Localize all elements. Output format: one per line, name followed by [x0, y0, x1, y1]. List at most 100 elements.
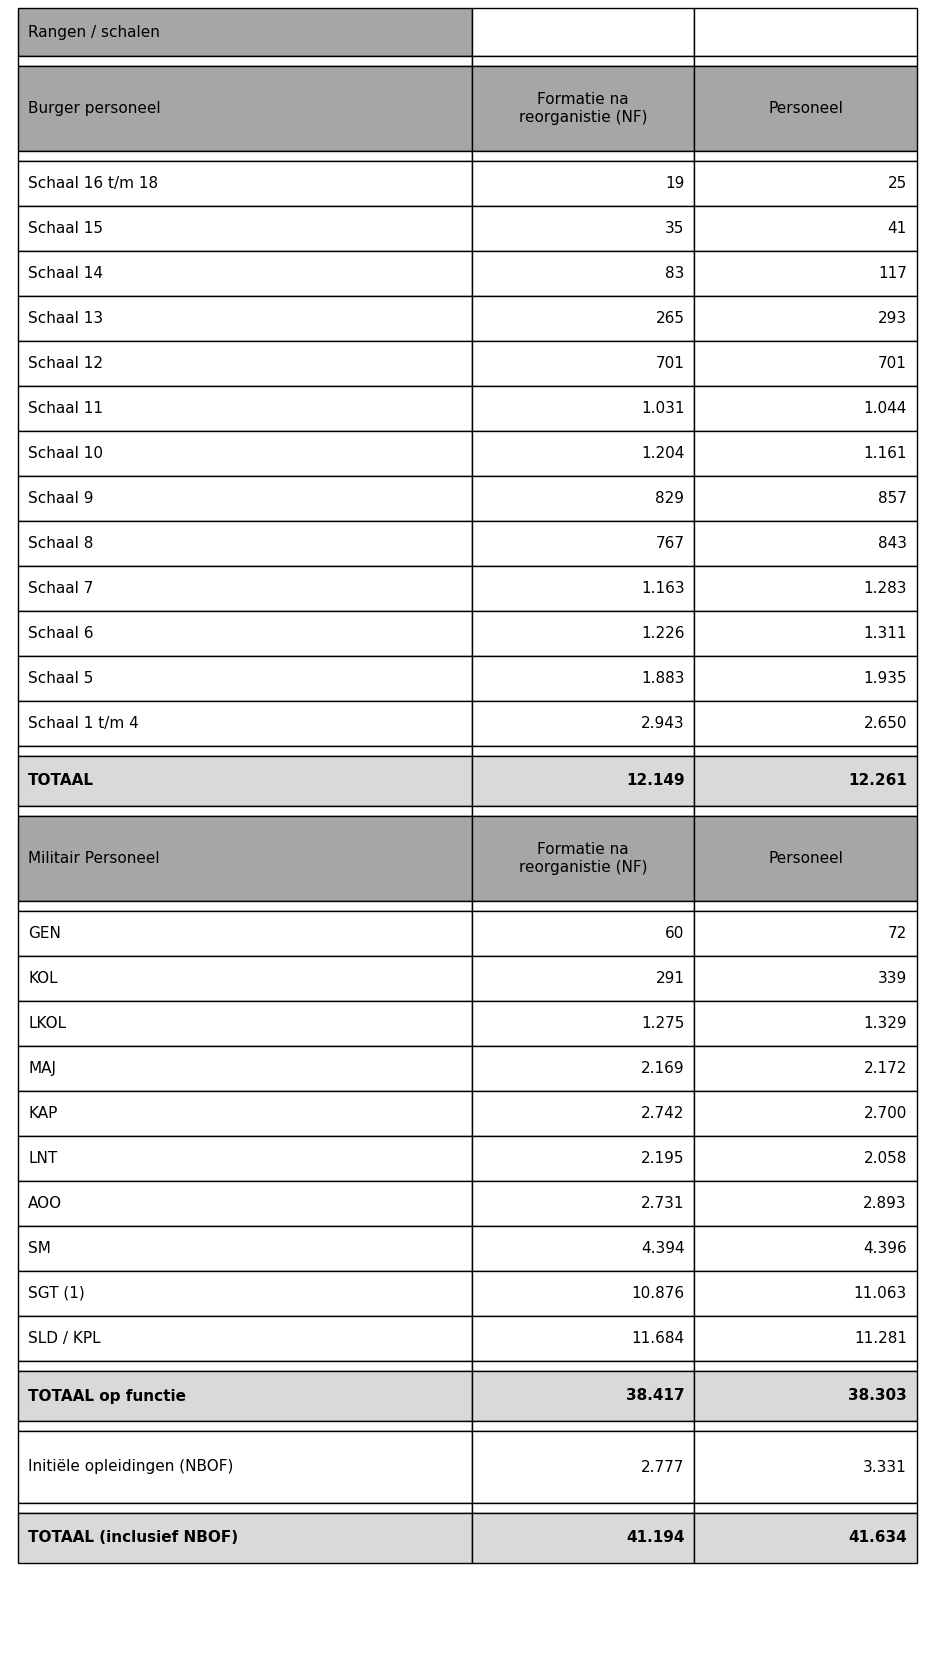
Bar — [18, 522, 472, 566]
Text: Schaal 14: Schaal 14 — [28, 266, 103, 281]
Text: Schaal 7: Schaal 7 — [28, 581, 94, 596]
Bar — [472, 1002, 695, 1046]
Text: 1.275: 1.275 — [641, 1017, 684, 1031]
Bar — [695, 151, 917, 161]
Bar — [18, 1271, 472, 1316]
Bar — [695, 756, 917, 806]
Bar — [472, 1422, 695, 1432]
Text: Personeel: Personeel — [769, 101, 843, 116]
Bar — [695, 1226, 917, 1271]
Bar — [472, 1503, 695, 1513]
Text: 1.226: 1.226 — [641, 626, 684, 641]
Bar — [472, 8, 695, 56]
Text: 38.303: 38.303 — [848, 1389, 907, 1404]
Bar — [472, 611, 695, 656]
Text: LNT: LNT — [28, 1151, 57, 1166]
Text: 1.329: 1.329 — [863, 1017, 907, 1031]
Text: 60: 60 — [665, 925, 684, 942]
Bar — [18, 1136, 472, 1181]
Bar — [695, 1002, 917, 1046]
Bar — [18, 756, 472, 806]
Bar — [472, 1432, 695, 1503]
Bar — [472, 1181, 695, 1226]
Text: 1.935: 1.935 — [863, 671, 907, 686]
Text: 117: 117 — [878, 266, 907, 281]
Text: Initiële opleidingen (NBOF): Initiële opleidingen (NBOF) — [28, 1460, 234, 1475]
Text: Schaal 1 t/m 4: Schaal 1 t/m 4 — [28, 716, 138, 731]
Bar — [18, 957, 472, 1002]
Bar — [472, 151, 695, 161]
Bar — [695, 900, 917, 910]
Bar — [18, 1091, 472, 1136]
Text: KOL: KOL — [28, 972, 58, 987]
Text: AOO: AOO — [28, 1196, 62, 1211]
Text: 2.893: 2.893 — [863, 1196, 907, 1211]
Bar — [472, 430, 695, 477]
Bar — [18, 56, 472, 66]
Text: Formatie na
reorganistie (NF): Formatie na reorganistie (NF) — [519, 842, 648, 875]
Text: KAP: KAP — [28, 1106, 57, 1121]
Bar — [18, 151, 472, 161]
Bar — [695, 656, 917, 701]
Text: 11.684: 11.684 — [631, 1330, 684, 1345]
Bar — [695, 1432, 917, 1503]
Text: Formatie na
reorganistie (NF): Formatie na reorganistie (NF) — [519, 93, 648, 125]
Text: 2.172: 2.172 — [864, 1061, 907, 1076]
Bar — [695, 910, 917, 957]
Bar — [18, 1513, 472, 1563]
Bar — [18, 430, 472, 477]
Text: 19: 19 — [665, 176, 684, 191]
Text: TOTAAL (inclusief NBOF): TOTAAL (inclusief NBOF) — [28, 1530, 238, 1545]
Bar — [472, 957, 695, 1002]
Bar — [472, 701, 695, 746]
Bar — [18, 296, 472, 341]
Bar — [18, 611, 472, 656]
Text: 1.204: 1.204 — [641, 447, 684, 462]
Text: 1.883: 1.883 — [641, 671, 684, 686]
Bar — [18, 1503, 472, 1513]
Text: 2.777: 2.777 — [641, 1460, 684, 1475]
Text: Personeel: Personeel — [769, 850, 843, 865]
Bar — [695, 56, 917, 66]
Bar — [695, 522, 917, 566]
Bar — [695, 8, 917, 56]
Text: 1.163: 1.163 — [640, 581, 684, 596]
Bar — [695, 1422, 917, 1432]
Text: Burger personeel: Burger personeel — [28, 101, 161, 116]
Bar — [695, 477, 917, 522]
Text: 2.195: 2.195 — [641, 1151, 684, 1166]
Bar — [695, 1513, 917, 1563]
Text: 11.281: 11.281 — [854, 1330, 907, 1345]
Bar — [18, 1370, 472, 1422]
Bar — [695, 206, 917, 251]
Text: 2.058: 2.058 — [864, 1151, 907, 1166]
Bar — [18, 566, 472, 611]
Bar — [18, 900, 472, 910]
Bar — [18, 816, 472, 900]
Text: Schaal 12: Schaal 12 — [28, 355, 103, 370]
Text: 701: 701 — [655, 355, 684, 370]
Text: 25: 25 — [887, 176, 907, 191]
Text: 38.417: 38.417 — [626, 1389, 684, 1404]
Text: Militair Personeel: Militair Personeel — [28, 850, 160, 865]
Text: 843: 843 — [878, 537, 907, 551]
Bar — [695, 341, 917, 385]
Bar — [472, 566, 695, 611]
Bar — [472, 296, 695, 341]
Bar — [472, 56, 695, 66]
Bar — [695, 957, 917, 1002]
Bar — [695, 66, 917, 151]
Text: 10.876: 10.876 — [631, 1286, 684, 1301]
Bar — [472, 1316, 695, 1360]
Bar — [695, 430, 917, 477]
Text: Rangen / schalen: Rangen / schalen — [28, 25, 160, 40]
Text: GEN: GEN — [28, 925, 61, 942]
Bar — [18, 1316, 472, 1360]
Bar — [18, 1226, 472, 1271]
Bar — [18, 251, 472, 296]
Bar — [18, 1422, 472, 1432]
Text: Schaal 15: Schaal 15 — [28, 221, 103, 236]
Text: 3.331: 3.331 — [863, 1460, 907, 1475]
Bar — [472, 385, 695, 430]
Bar — [18, 1432, 472, 1503]
